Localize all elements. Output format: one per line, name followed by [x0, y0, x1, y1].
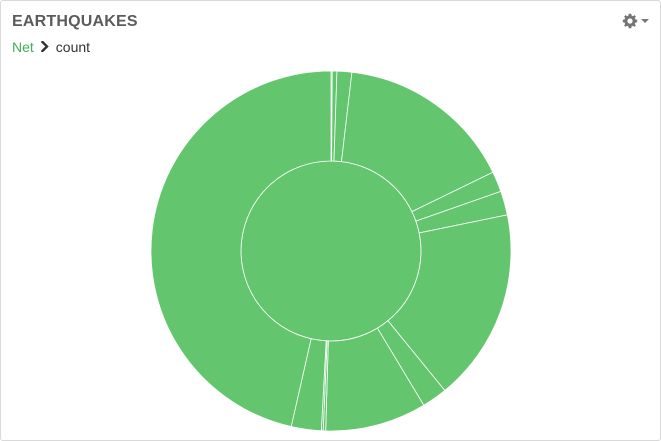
breadcrumb-current: count — [55, 39, 91, 55]
chevron-right-icon — [40, 39, 49, 55]
outer-ring-slice-7[interactable] — [387, 214, 512, 392]
settings-menu-button[interactable] — [622, 13, 649, 29]
inner-ring-slice[interactable] — [240, 160, 422, 342]
breadcrumb: Net count — [12, 39, 90, 55]
gear-icon — [622, 13, 638, 29]
dropdown-caret-icon — [641, 19, 649, 23]
outer-ring-slice-4[interactable] — [341, 71, 494, 213]
breadcrumb-root-link[interactable]: Net — [12, 39, 34, 55]
outer-ring-slice-13[interactable] — [150, 70, 332, 428]
panel-title: EARTHQUAKES — [12, 13, 138, 30]
